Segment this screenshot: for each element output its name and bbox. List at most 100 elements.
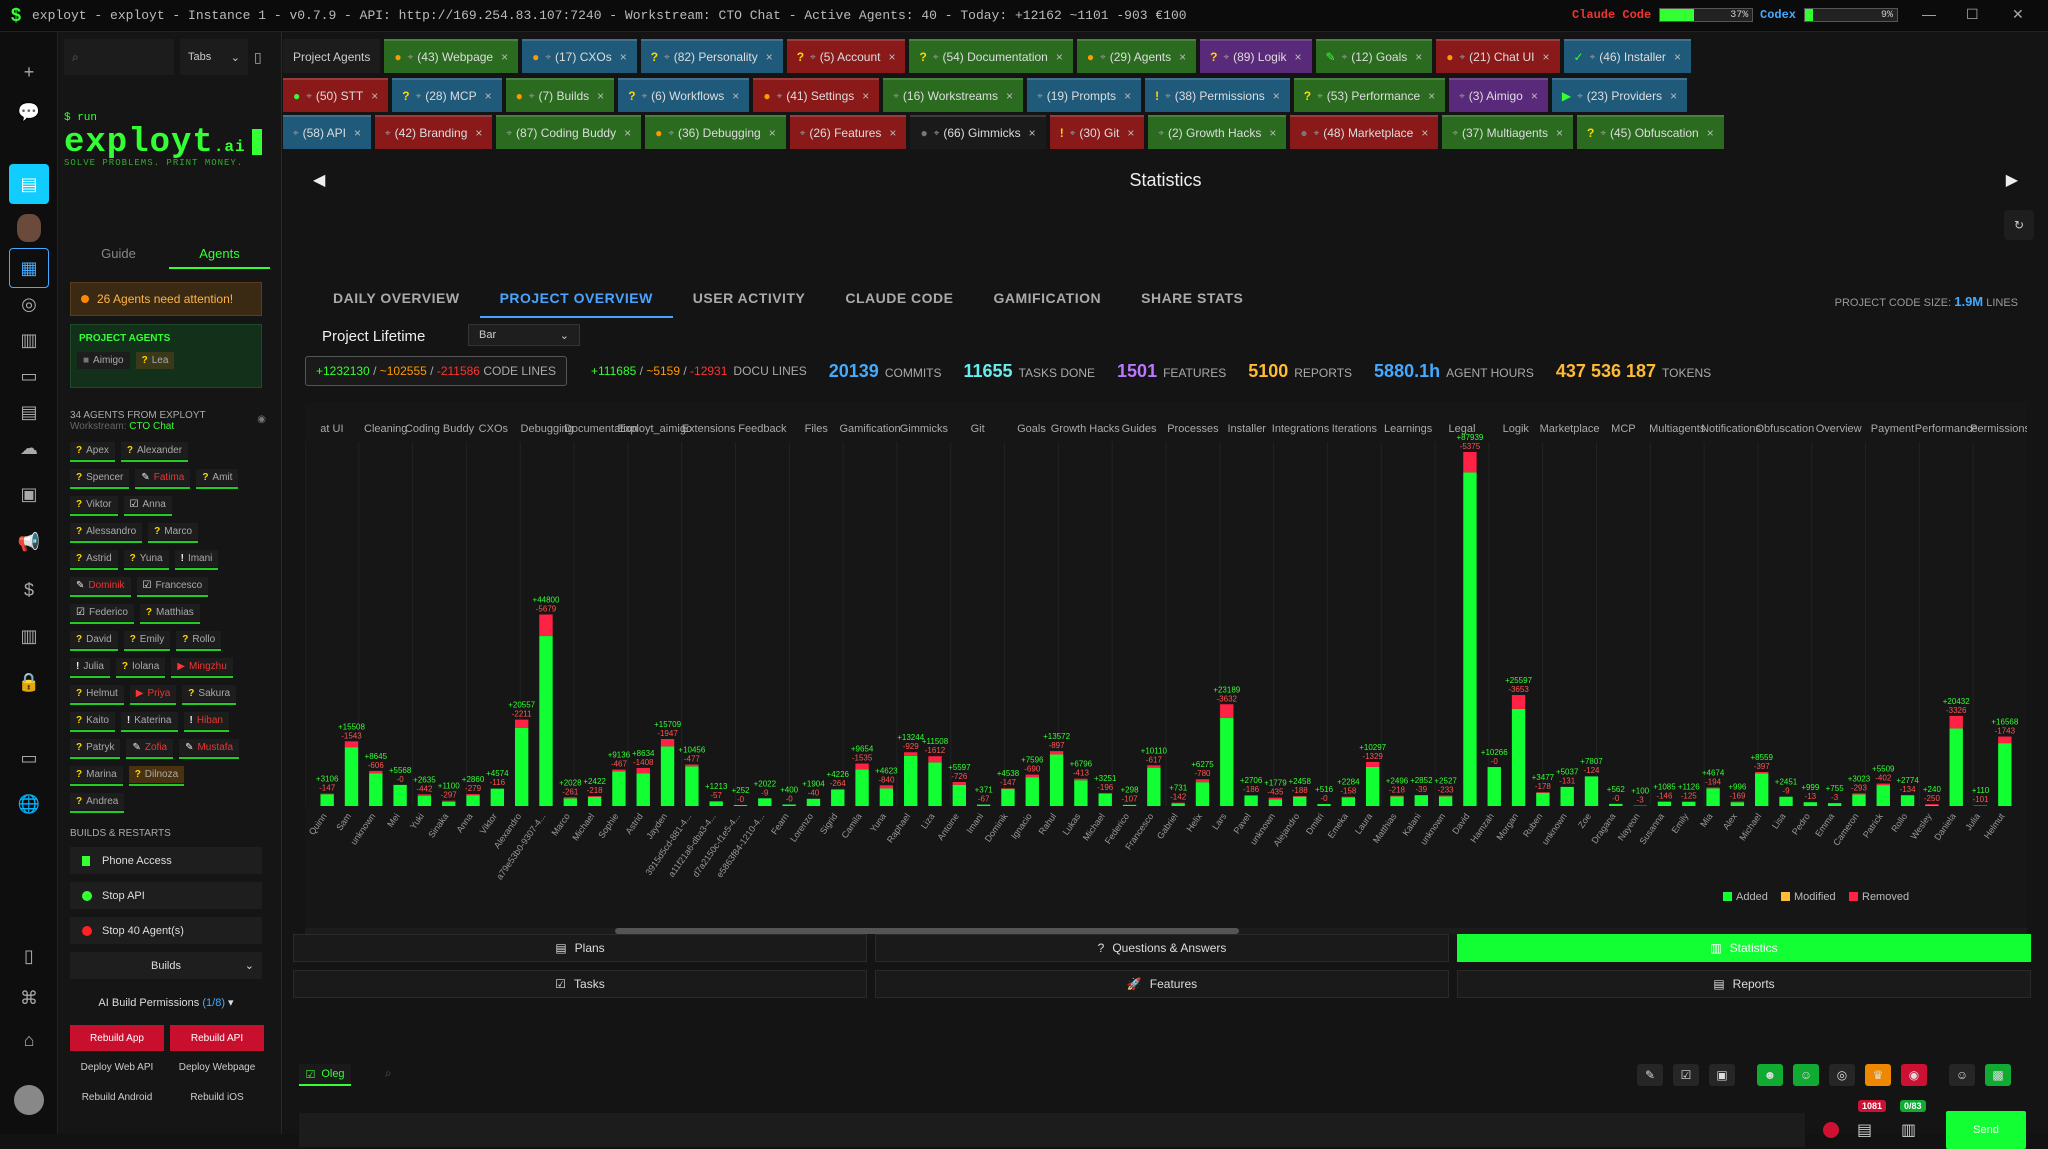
agent-chip[interactable]: !Imani — [175, 550, 219, 567]
agent-chip[interactable]: !Hiban — [184, 712, 229, 729]
project-tab[interactable]: ?⌖(89) Logik× — [1200, 39, 1311, 73]
robot-icon[interactable]: ☻ — [1757, 1064, 1783, 1086]
desktop-icon[interactable]: ▣ — [9, 474, 49, 514]
agent-chip[interactable]: ?Patryk — [70, 739, 120, 756]
agent-chip[interactable]: ?Amit — [196, 469, 238, 486]
calendar-icon[interactable]: ▦ — [9, 248, 49, 288]
agent-chip[interactable]: ?Dilnoza — [129, 766, 184, 783]
project-tab[interactable]: ⌖(16) Workstreams× — [883, 78, 1023, 112]
refresh-icon[interactable]: ↻ — [2004, 210, 2034, 240]
rebuild-android-button[interactable]: Rebuild Android — [70, 1084, 164, 1110]
statistics-button[interactable]: ▥Statistics — [1457, 934, 2031, 962]
agent-chip[interactable]: ?Sakura — [182, 685, 236, 702]
agent-chip[interactable]: ?Spencer — [70, 469, 129, 486]
close-tab-icon[interactable]: × — [862, 89, 869, 103]
spiral-icon[interactable]: ◎ — [1829, 1064, 1855, 1086]
close-tab-icon[interactable]: × — [1006, 89, 1013, 103]
agent-chip[interactable]: ?Alexander — [121, 442, 188, 459]
close-tab-icon[interactable]: × — [1670, 89, 1677, 103]
agent-chip[interactable]: ?Marina — [70, 766, 123, 783]
project-tab[interactable]: ⌖(87) Coding Buddy× — [496, 115, 641, 149]
close-tab-icon[interactable]: × — [1295, 50, 1302, 64]
agent-chip[interactable]: ?Marco — [148, 523, 198, 540]
stop-agents-button[interactable]: Stop 40 Agent(s) — [70, 917, 262, 944]
builds-select[interactable]: Builds⌄ — [70, 952, 262, 979]
close-tab-icon[interactable]: × — [889, 126, 896, 140]
project-tab[interactable]: ●⌖(43) Webpage× — [384, 39, 518, 73]
close-tab-icon[interactable]: × — [1029, 126, 1036, 140]
close-tab-icon[interactable]: × — [1273, 89, 1280, 103]
tab-agents[interactable]: Agents — [169, 240, 270, 269]
close-tab-icon[interactable]: × — [354, 126, 361, 140]
agent-chip[interactable]: ☑Anna — [124, 496, 172, 513]
emoji-icon[interactable]: ☺ — [1949, 1064, 1975, 1086]
stats-subtab[interactable]: USER ACTIVITY — [673, 280, 826, 318]
project-tab[interactable]: ?⌖(6) Workflows× — [618, 78, 749, 112]
agent-chip[interactable]: ?Yuna — [124, 550, 169, 567]
project-tab[interactable]: Project Agents — [283, 39, 380, 73]
project-agent-chip[interactable]: ?Lea — [136, 352, 175, 369]
send-button[interactable]: Send — [1946, 1111, 2026, 1149]
plans-button[interactable]: ▤Plans — [293, 934, 867, 962]
project-tab[interactable]: ●⌖(17) CXOs× — [522, 39, 637, 73]
project-tab[interactable]: ✓⌖(46) Installer× — [1564, 39, 1691, 73]
money-bag-icon[interactable]: $ — [9, 570, 49, 610]
agent-chip[interactable]: ☑Federico — [70, 604, 134, 621]
project-tab[interactable]: ●⌖(7) Builds× — [506, 78, 615, 112]
agent-chip[interactable]: !Katerina — [121, 712, 178, 729]
project-tab[interactable]: ⌖(42) Branding× — [375, 115, 492, 149]
building-icon[interactable]: ▥ — [9, 616, 49, 656]
close-tab-icon[interactable]: × — [1124, 89, 1131, 103]
close-tab-icon[interactable]: × — [888, 50, 895, 64]
project-tab[interactable]: ⌖(37) Multiagents× — [1442, 115, 1573, 149]
clipboard-icon[interactable]: ▤ — [1857, 1120, 1872, 1140]
project-tab[interactable]: ⌖(3) Aimigo× — [1449, 78, 1548, 112]
close-tab-icon[interactable]: × — [766, 50, 773, 64]
reports-button[interactable]: ▤Reports — [1457, 970, 2031, 998]
agent-chip[interactable]: ?Andrea — [70, 793, 124, 810]
save-icon[interactable]: ▣ — [1709, 1064, 1735, 1086]
project-tab[interactable]: ?⌖(45) Obfuscation× — [1577, 115, 1724, 149]
agent-chip[interactable]: ?Viktor — [70, 496, 118, 513]
project-tab[interactable]: ●⌖(50) STT× — [283, 78, 388, 112]
deploy-web-api-button[interactable]: Deploy Web API — [70, 1054, 164, 1080]
agent-chip[interactable]: ?Astrid — [70, 550, 118, 567]
agent-chip[interactable]: ?Rollo — [176, 631, 221, 648]
close-tab-icon[interactable]: × — [769, 126, 776, 140]
search-icon[interactable]: ⌕ — [385, 1066, 392, 1081]
folder-icon[interactable]: ▭ — [9, 738, 49, 778]
stats-subtab[interactable]: CLAUDE CODE — [825, 280, 973, 318]
close-tab-icon[interactable]: × — [1674, 50, 1681, 64]
project-tab[interactable]: ⌖(58) API× — [283, 115, 371, 149]
qa-button[interactable]: ?Questions & Answers — [875, 934, 1449, 962]
chat-icon[interactable]: 💬 — [9, 92, 49, 132]
notes-icon[interactable]: ▤ — [9, 164, 49, 204]
message-input[interactable] — [299, 1113, 1805, 1147]
user-chip[interactable]: ☑Oleg — [299, 1064, 351, 1086]
next-arrow-icon[interactable]: ▶ — [2006, 170, 2018, 190]
stats-subtab[interactable]: PROJECT OVERVIEW — [480, 280, 673, 318]
agent-chip[interactable]: ✎Zofia — [126, 739, 173, 756]
close-tab-icon[interactable]: × — [732, 89, 739, 103]
avatar-icon[interactable] — [9, 208, 49, 248]
close-tab-icon[interactable]: × — [1421, 126, 1428, 140]
close-tab-icon[interactable]: × — [1179, 50, 1186, 64]
trophy-icon[interactable]: ♛ — [1865, 1064, 1891, 1086]
agent-chip[interactable]: ?Helmut — [70, 685, 124, 702]
book-icon[interactable]: ▯ — [9, 936, 49, 976]
project-tab[interactable]: ⌖(19) Prompts× — [1027, 78, 1141, 112]
maximize-icon[interactable]: ☐ — [1966, 6, 1979, 23]
close-tab-icon[interactable]: × — [475, 126, 482, 140]
close-tab-icon[interactable]: × — [1556, 126, 1563, 140]
stats-subtab[interactable]: DAILY OVERVIEW — [313, 280, 480, 318]
rebuild-api-button[interactable]: Rebuild API — [170, 1025, 264, 1051]
project-tab[interactable]: ⌖(26) Features× — [790, 115, 907, 149]
agent-chip[interactable]: ▶Priya — [130, 685, 177, 702]
panel-toggle-icon[interactable]: ▯ — [254, 49, 262, 66]
agent-chip[interactable]: ?David — [70, 631, 118, 648]
project-tab[interactable]: ●⌖(36) Debugging× — [645, 115, 786, 149]
eye-icon[interactable]: ◉ — [257, 414, 266, 425]
project-agent-chip[interactable]: ■Aimigo — [77, 352, 130, 369]
cloud-icon[interactable]: ☁ — [9, 428, 49, 468]
attention-banner[interactable]: 26 Agents need attention! — [70, 282, 262, 316]
